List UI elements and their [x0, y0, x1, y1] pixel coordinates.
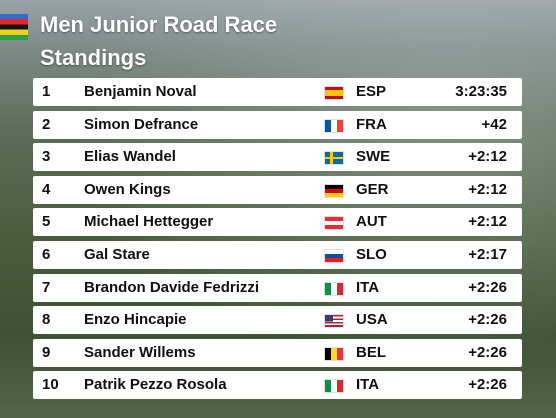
flag [325, 152, 343, 165]
flag [325, 282, 343, 295]
standing-row: 1 Benjamin Noval ESP 3:23:35 [33, 78, 522, 106]
rider-name: Owen Kings [84, 180, 171, 198]
standing-row: 10 Patrik Pezzo Rosola ITA +2:26 [33, 371, 522, 400]
flag [325, 217, 343, 230]
rank: 3 [42, 148, 51, 166]
rank: 6 [42, 246, 51, 263]
country-code: SLO [356, 246, 387, 263]
rank: 9 [42, 343, 51, 361]
country-code: BEL [356, 343, 386, 361]
rider-name: Brandon Davide Fedrizzi [84, 278, 260, 296]
rider-name: Michael Hettegger [84, 213, 214, 231]
subtitle: Standings [40, 45, 147, 70]
rider-name: Benjamin Noval [84, 83, 197, 100]
country-code: AUT [356, 213, 387, 231]
country-code: USA [356, 311, 388, 329]
country-code: FRA [356, 115, 387, 133]
flag [325, 250, 343, 262]
country-code: ITA [356, 376, 380, 394]
country-code: GER [356, 180, 389, 198]
standing-row: 8 Enzo Hincapie USA +2:26 [33, 306, 522, 335]
rank: 4 [42, 180, 51, 198]
country-code: ESP [356, 83, 387, 100]
rank: 5 [42, 213, 51, 231]
time: +2:12 [468, 148, 507, 166]
rider-name: Patrik Pezzo Rosola [84, 376, 227, 394]
rider-name: Elias Wandel [84, 148, 176, 166]
time: +42 [481, 115, 507, 133]
rainbow-icon [0, 14, 28, 40]
rank: 7 [42, 278, 51, 296]
time: +2:17 [468, 246, 507, 263]
flag [325, 87, 343, 99]
flag [325, 315, 343, 328]
flag [325, 380, 343, 393]
standing-row: 9 Sander Willems BEL +2:26 [33, 338, 522, 367]
time: 3:23:35 [455, 83, 507, 100]
rank: 10 [42, 376, 59, 394]
time: +2:12 [468, 213, 507, 231]
time: +2:26 [468, 376, 507, 394]
time: +2:12 [468, 180, 507, 198]
flag [325, 347, 343, 360]
standing-row: 2 Simon Defrance FRA +42 [33, 110, 522, 139]
rider-name: Enzo Hincapie [84, 311, 187, 329]
rank: 2 [42, 115, 51, 133]
rank: 8 [42, 311, 51, 329]
rider-name: Gal Stare [84, 246, 150, 263]
standing-row: 5 Michael Hettegger AUT +2:12 [33, 208, 522, 237]
standing-row: 4 Owen Kings GER +2:12 [33, 175, 522, 204]
rank: 1 [42, 83, 51, 100]
time: +2:26 [468, 343, 507, 361]
rider-name: Sander Willems [84, 343, 196, 361]
standing-row: 7 Brandon Davide Fedrizzi ITA +2:26 [33, 273, 522, 302]
title: Men Junior Road Race [40, 12, 278, 37]
flag [325, 119, 343, 132]
flag [325, 184, 343, 197]
country-code: SWE [356, 148, 391, 166]
rider-name: Simon Defrance [84, 115, 199, 133]
time: +2:26 [468, 278, 507, 296]
country-code: ITA [356, 278, 380, 296]
standing-row: 3 Elias Wandel SWE +2:12 [33, 143, 522, 172]
standing-row: 6 Gal Stare SLO +2:17 [33, 241, 522, 269]
time: +2:26 [468, 311, 507, 329]
